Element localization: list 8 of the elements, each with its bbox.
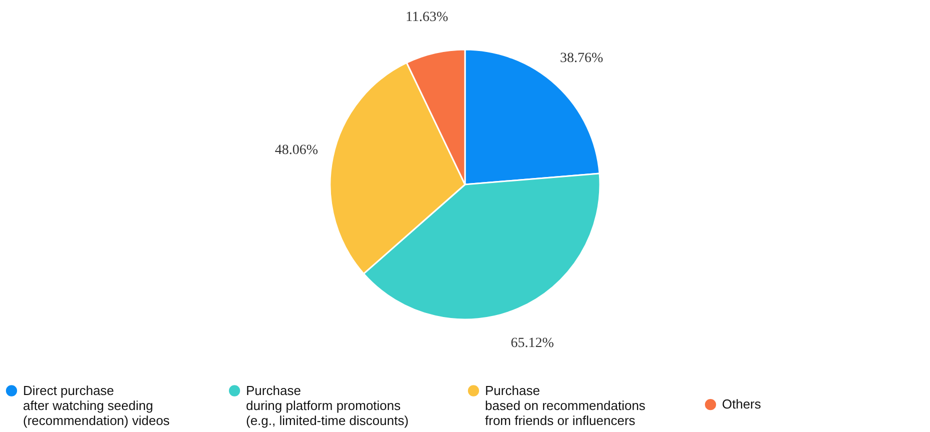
legend-label: Purchase based on recommendations from friends or influencers	[485, 382, 646, 428]
data-label: 48.06%	[274, 143, 318, 158]
data-label: 11.63%	[406, 10, 449, 25]
legend-label: Others	[722, 396, 762, 412]
legend-label: Direct purchase after watching seeding (recommendation) videos	[23, 382, 170, 428]
data-label: 38.76%	[560, 51, 604, 66]
data-label: 65.12%	[510, 336, 554, 351]
legend-label: Purchase during platform promotions (e.g., limited-time discounts)	[246, 382, 409, 428]
